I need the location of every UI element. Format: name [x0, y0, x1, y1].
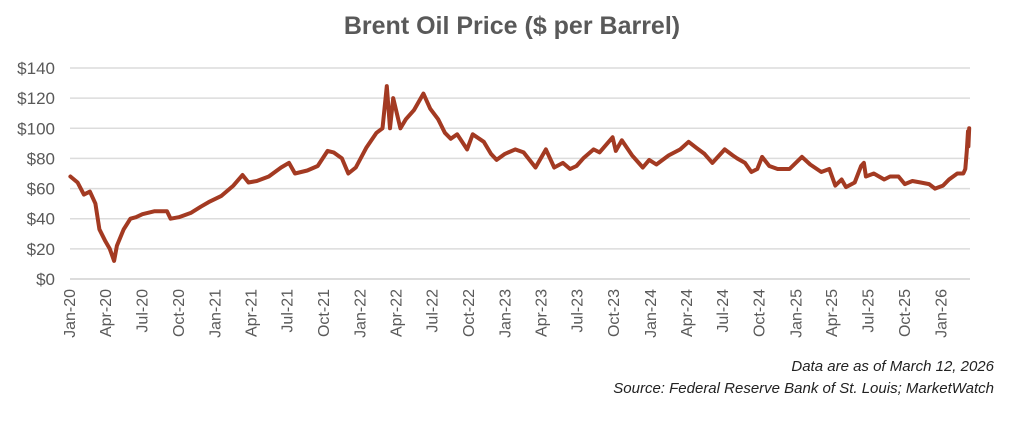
data-date-note: Data are as of March 12, 2026 — [791, 358, 994, 375]
series-lines — [68, 84, 972, 263]
x-tick-label: Jan-26 — [933, 289, 950, 338]
x-tick-label: Oct-24 — [752, 289, 769, 337]
x-tick-label: Oct-22 — [461, 289, 478, 337]
x-tick-label: Apr-20 — [98, 289, 115, 337]
x-axis-ticks: Jan-20 Apr-20 Jul-20 Oct-20 Jan-21 Apr-21 Jul-… — [62, 289, 950, 338]
y-tick-label: $40 — [27, 210, 55, 229]
x-tick-label: Jul-22 — [425, 289, 442, 333]
x-tick-label: Oct-21 — [316, 289, 333, 337]
x-tick-label: Jul-23 — [570, 289, 587, 333]
x-tick-label: Jul-25 — [860, 289, 877, 333]
x-tick-label: Oct-23 — [606, 289, 623, 337]
x-tick-label: Jan-21 — [207, 289, 224, 338]
y-tick-label: $120 — [17, 89, 55, 108]
x-tick-label: Jan-24 — [643, 289, 660, 338]
x-tick-label: Apr-23 — [533, 289, 550, 337]
y-tick-label: $20 — [27, 240, 55, 259]
x-tick-label: Jan-23 — [498, 289, 515, 338]
x-tick-label: Jan-22 — [353, 289, 370, 338]
x-tick-label: Jul-21 — [279, 289, 296, 333]
y-axis-ticks: $0 $20 $40 $60 $80 $100 $120 $140 — [17, 59, 55, 289]
y-tick-label: $0 — [36, 270, 55, 289]
gridlines — [70, 67, 970, 280]
y-tick-label: $140 — [17, 59, 55, 78]
x-tick-label: Jan-25 — [788, 289, 805, 338]
x-tick-label: Jul-20 — [134, 289, 151, 333]
y-tick-label: $60 — [27, 180, 55, 199]
x-tick-label: Jan-20 — [62, 289, 79, 338]
y-tick-label: $100 — [17, 119, 55, 138]
x-tick-label: Apr-21 — [243, 289, 260, 337]
x-tick-label: Jul-24 — [715, 289, 732, 333]
x-tick-label: Apr-24 — [679, 289, 696, 337]
chart-title: Brent Oil Price ($ per Barrel) — [343, 12, 681, 40]
x-tick-label: Oct-25 — [897, 289, 914, 337]
y-tick-label: $80 — [27, 149, 55, 168]
series-line-brent — [68, 84, 972, 263]
source-note: Source: Federal Reserve Bank of St. Loui… — [613, 380, 994, 397]
x-tick-label: Oct-20 — [171, 289, 188, 337]
x-tick-label: Apr-25 — [824, 289, 841, 337]
x-tick-label: Apr-22 — [388, 289, 405, 337]
